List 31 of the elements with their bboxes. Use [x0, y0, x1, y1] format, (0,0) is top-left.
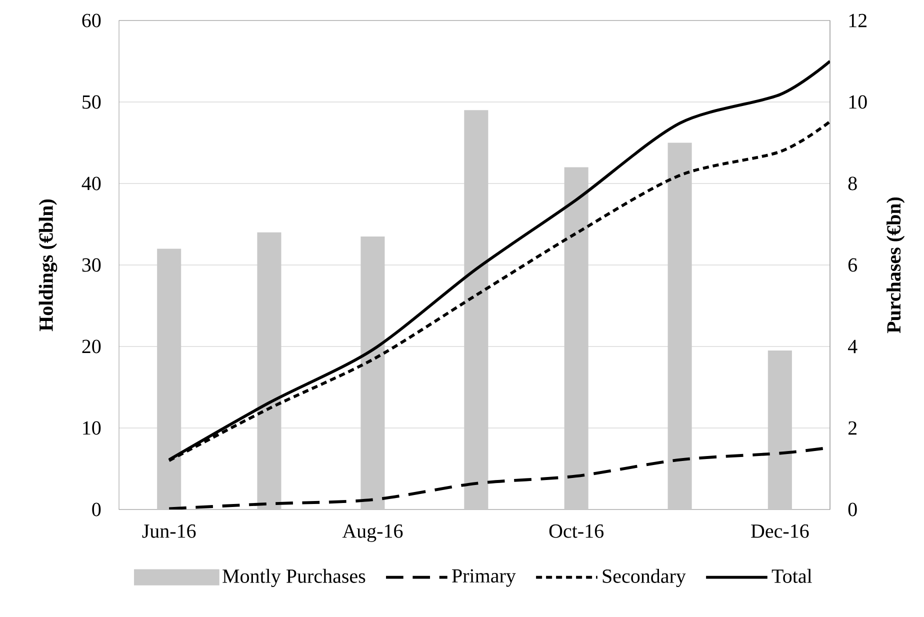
y-tick-label: 20 — [82, 340, 101, 354]
x-tick-label: Aug-16 — [342, 524, 403, 542]
y2-tick-label: 10 — [849, 95, 867, 109]
y2-tick-label: 8 — [848, 176, 857, 190]
x-tick-label: Dec-16 — [751, 524, 809, 538]
y2-axis-title: Purchases (€bn) — [886, 197, 905, 334]
y-tick-label: 40 — [82, 176, 101, 190]
y-tick-label: 60 — [82, 14, 101, 28]
bar — [564, 167, 588, 510]
bar — [360, 236, 385, 510]
y-tick-label: 0 — [92, 502, 101, 516]
bar — [257, 232, 282, 510]
y2-tick-label: 0 — [848, 502, 857, 516]
y-axis-title: Holdings (€bln) — [38, 199, 58, 332]
y-tick-label: 50 — [82, 95, 101, 109]
x-tick-label: Oct-16 — [549, 524, 604, 538]
y2-tick-label: 2 — [848, 421, 856, 435]
legend-label: Primary — [452, 569, 516, 587]
y2-tick-label: 4 — [848, 340, 858, 354]
y-tick-label: 30 — [82, 258, 101, 272]
bar — [464, 110, 488, 510]
legend-label: Secondary — [602, 568, 686, 588]
bar — [157, 248, 182, 510]
y2-tick-label: 12 — [849, 14, 866, 28]
y-tick-label: 10 — [83, 421, 101, 435]
bar — [668, 142, 692, 510]
y2-tick-label: 6 — [848, 258, 858, 272]
legend-label: Montly Purchases — [222, 568, 366, 588]
bar — [768, 350, 792, 510]
legend-label: Total — [772, 568, 812, 583]
x-tick-label: Jun-16 — [142, 524, 196, 538]
